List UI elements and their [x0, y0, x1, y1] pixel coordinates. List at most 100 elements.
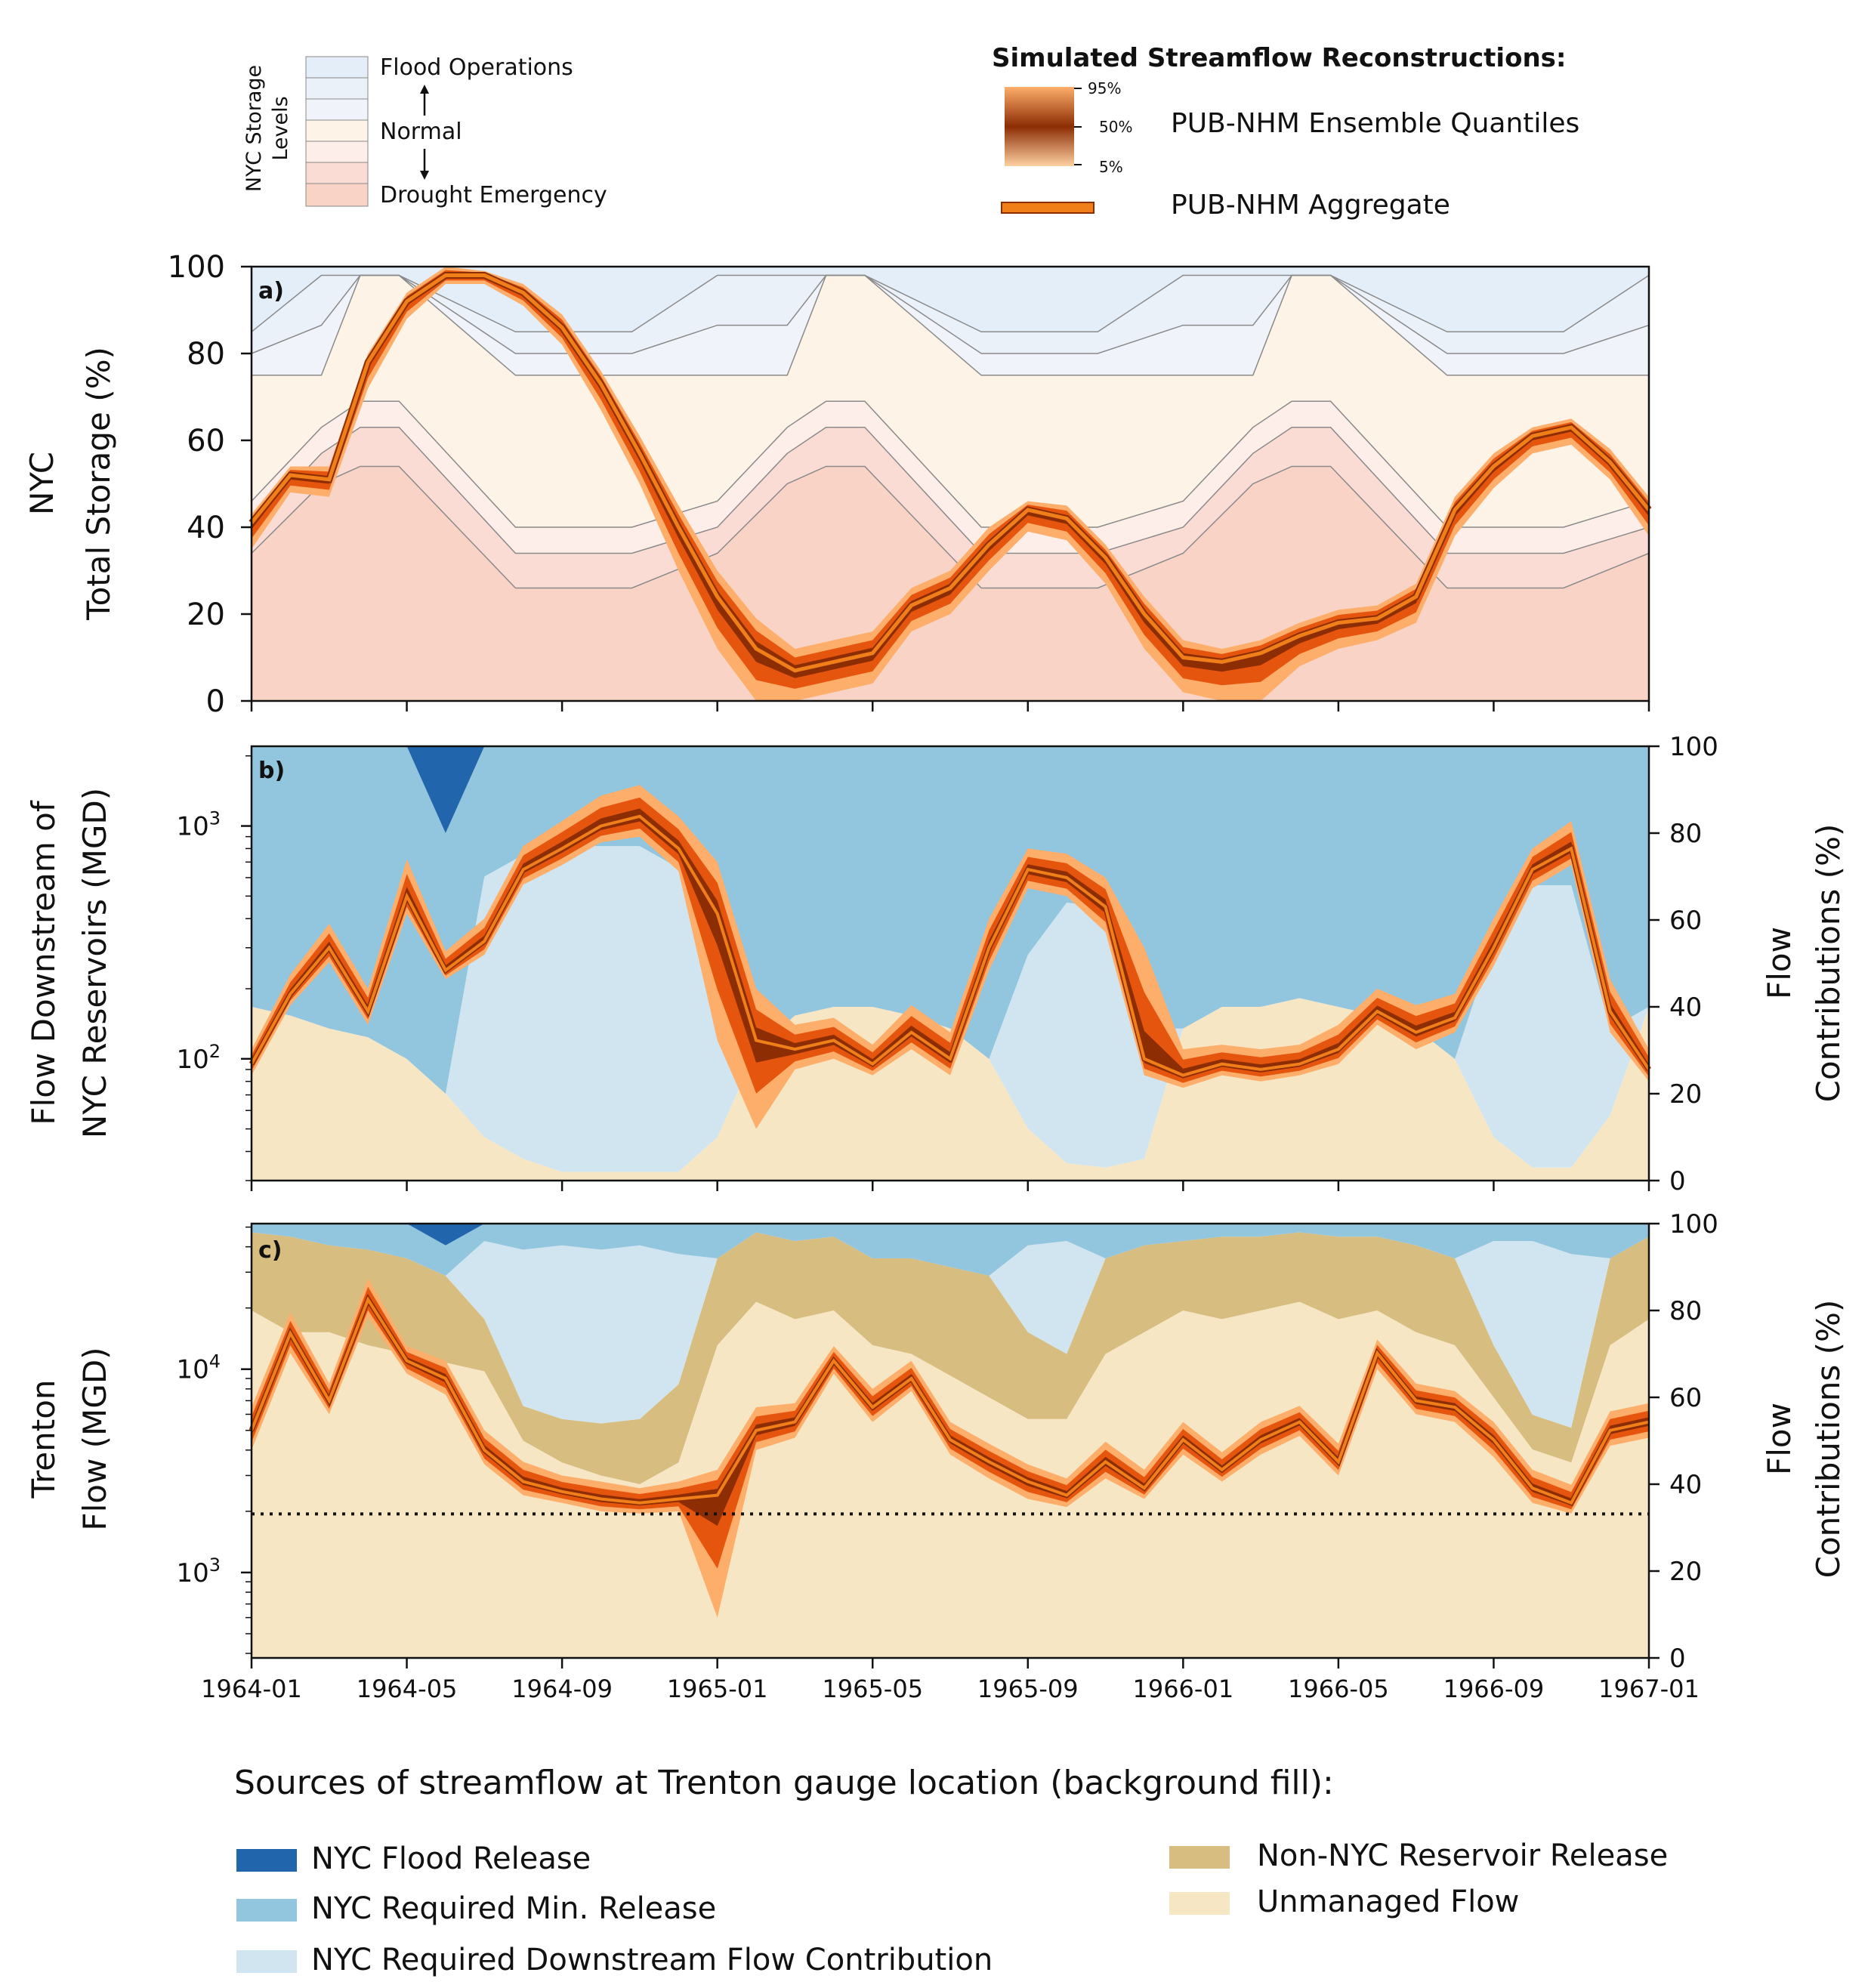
storage-legend-title: NYC Storage	[242, 65, 266, 192]
storage-band-2	[252, 275, 1649, 375]
x-tick-label: 1964-09	[511, 1675, 613, 1703]
legend-label-drought: Drought Emergency	[380, 182, 607, 208]
panel-c-y-ticks: 103 104	[176, 1226, 252, 1654]
panel-a-x-ticks	[250, 701, 1650, 712]
panel-a-y-ticks: 0 20 40 60 80 100	[168, 250, 252, 719]
panel-b-ylabel-right-2: Contributions (%)	[1810, 824, 1847, 1103]
right-y-tick-label: 100	[1669, 1209, 1718, 1239]
legend-text-non-nyc: Non-NYC Reservoir Release	[1257, 1838, 1668, 1873]
storage-band-5	[252, 427, 1649, 588]
storage-level-line-5	[251, 465, 1650, 589]
storage-band-3	[252, 275, 1649, 527]
quantile-swatch	[1005, 87, 1074, 166]
x-tick-label: 1964-01	[201, 1675, 302, 1703]
arrow-down-icon	[420, 149, 429, 180]
panel-c-frame	[250, 1222, 1650, 1659]
panel-c-right-ticks: 0 20 40 60 80 100	[1649, 1209, 1718, 1674]
aggregate-label: PUB-NHM Aggregate	[1171, 190, 1450, 221]
legend-swatch-flood-2	[305, 77, 369, 100]
legend-text-downstream: NYC Required Downstream Flow Contributio…	[311, 1943, 993, 1977]
storage-quantile-bands	[252, 267, 1649, 701]
panel-b-tag: b)	[258, 758, 285, 784]
aggregate-swatch	[1001, 202, 1095, 214]
non-nyc-release-fill	[252, 1232, 1649, 1484]
right-y-tick-label: 40	[1669, 992, 1702, 1023]
right-y-tick-label: 20	[1669, 1079, 1702, 1110]
y-tick-label: 0	[206, 684, 225, 719]
recon-legend-title: Simulated Streamflow Reconstructions:	[992, 43, 1566, 73]
legend-swatch-non-nyc	[1169, 1846, 1230, 1869]
right-y-tick-label: 60	[1669, 1383, 1702, 1413]
storage-band-1	[252, 275, 1649, 353]
legend-text-unmanaged: Unmanaged Flow	[1257, 1885, 1519, 1919]
x-tick-label: 1964-05	[357, 1675, 458, 1703]
panel-a: a) 0 20 40 60 80 100 NYC Total Storage (%)	[23, 250, 1652, 719]
y-tick-label: 104	[176, 1351, 221, 1385]
y-tick-label: 80	[187, 337, 225, 372]
x-tick-label: 1966-01	[1132, 1675, 1233, 1703]
storage-aggregate-line-core	[250, 273, 1650, 673]
storage-level-line-2	[252, 274, 1649, 376]
reconstruction-legend: Simulated Streamflow Reconstructions: 95…	[992, 43, 1579, 221]
panel-c-ylabel-right-1: Flow	[1761, 1403, 1798, 1475]
sources-legend-title: Sources of streamflow at Trenton gauge l…	[234, 1764, 1334, 1802]
right-y-tick-label: 20	[1669, 1557, 1702, 1587]
legend-text-flood-release: NYC Flood Release	[311, 1841, 591, 1876]
storage-levels-legend: NYC Storage Levels Flood Operations Norm…	[242, 54, 607, 208]
downstream-contribution-fill	[252, 1232, 1649, 1428]
panel-c-x-ticks: 1964-01 1964-05 1964-09 1965-01 1965-05 1965-…	[201, 1658, 1700, 1703]
storage-band-4	[252, 401, 1649, 554]
panel-a-tag: a)	[258, 278, 284, 304]
panel-a-frame	[250, 265, 1650, 702]
quantile-tick-95: 95%	[1088, 79, 1121, 97]
panel-c-tag: c)	[258, 1237, 283, 1264]
x-tick-label: 1966-05	[1288, 1675, 1389, 1703]
panel-b-y-ticks: 102 103	[176, 755, 252, 1181]
x-tick-label: 1966-09	[1443, 1675, 1545, 1703]
y-tick-label: 20	[187, 597, 225, 632]
right-y-tick-label: 80	[1669, 819, 1702, 849]
y-tick-label: 102	[176, 1041, 221, 1075]
right-y-tick-label: 80	[1669, 1296, 1702, 1326]
y-tick-label: 100	[168, 250, 225, 285]
right-y-tick-label: 100	[1669, 732, 1718, 762]
y-tick-label: 60	[187, 424, 225, 458]
quantile-tick-50: 50%	[1099, 118, 1132, 136]
legend-swatch-flood-release	[236, 1849, 297, 1872]
storage-level-line-3	[251, 400, 1650, 528]
x-tick-label: 1967-01	[1598, 1675, 1700, 1703]
min-release-fill	[252, 1224, 1649, 1276]
legend-swatch-downstream	[236, 1950, 297, 1973]
panel-c-ylabel-2: Flow (MGD)	[76, 1347, 113, 1530]
panel-c-ylabel-right-2: Contributions (%)	[1810, 1300, 1847, 1579]
legend-swatch-flood-3	[305, 98, 369, 121]
arrow-up-icon	[420, 85, 429, 116]
y-tick-label: 40	[187, 511, 225, 545]
right-y-tick-label: 0	[1669, 1644, 1686, 1674]
panel-b: b) 102 103 0 20 40 60 80 100 Flow Downstream o…	[25, 732, 1847, 1196]
x-tick-label: 1965-01	[667, 1675, 768, 1703]
y-tick-label: 103	[176, 808, 221, 842]
legend-swatch-normal	[305, 119, 369, 142]
legend-swatch-warning	[305, 162, 369, 184]
panel-b-ylabel-2: NYC Reservoirs (MGD)	[76, 788, 113, 1138]
panel-b-x-ticks	[250, 1181, 1650, 1191]
legend-swatch-drought	[305, 183, 369, 207]
downstream-contribution-fill	[252, 846, 1649, 1172]
storage-level-bands	[251, 267, 1650, 701]
right-y-tick-label: 60	[1669, 906, 1702, 936]
legend-label-normal: Normal	[380, 119, 462, 145]
panel-b-right-ticks: 0 20 40 60 80 100	[1649, 732, 1718, 1196]
panel-b-frame	[250, 745, 1650, 1182]
trenton-aggregate-line-core	[250, 1296, 1650, 1505]
panel-a-ylabel-2: Total Storage (%)	[80, 347, 117, 621]
legend-swatch-watch	[305, 140, 369, 163]
x-tick-label: 1965-09	[977, 1675, 1079, 1703]
panel-a-ylabel-1: NYC	[23, 452, 60, 515]
storage-quantile-outer	[252, 267, 1649, 701]
legend-text-min-release: NYC Required Min. Release	[311, 1891, 716, 1926]
right-y-tick-label: 40	[1669, 1470, 1702, 1500]
panel-c-ylabel-1: Trenton	[25, 1379, 62, 1499]
